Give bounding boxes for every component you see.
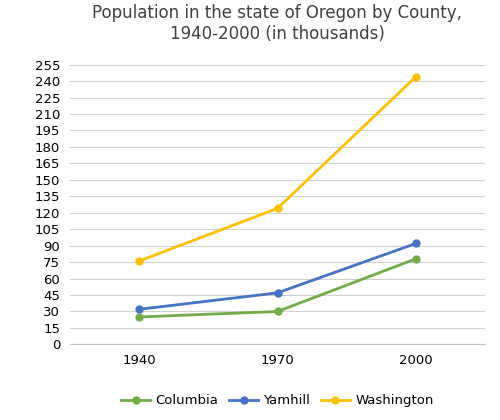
Yamhill xyxy=(136,307,142,312)
Washington xyxy=(136,258,142,263)
Line: Columbia: Columbia xyxy=(136,255,420,320)
Columbia xyxy=(413,256,419,261)
Line: Yamhill: Yamhill xyxy=(136,240,420,313)
Yamhill xyxy=(413,241,419,246)
Columbia xyxy=(136,315,142,320)
Legend: Columbia, Yamhill, Washington: Columbia, Yamhill, Washington xyxy=(116,389,439,413)
Columbia xyxy=(274,309,280,314)
Washington xyxy=(274,206,280,211)
Washington xyxy=(413,74,419,79)
Title: Population in the state of Oregon by County,
1940-2000 (in thousands): Population in the state of Oregon by Cou… xyxy=(92,5,462,43)
Line: Washington: Washington xyxy=(136,73,420,265)
Yamhill xyxy=(274,290,280,295)
